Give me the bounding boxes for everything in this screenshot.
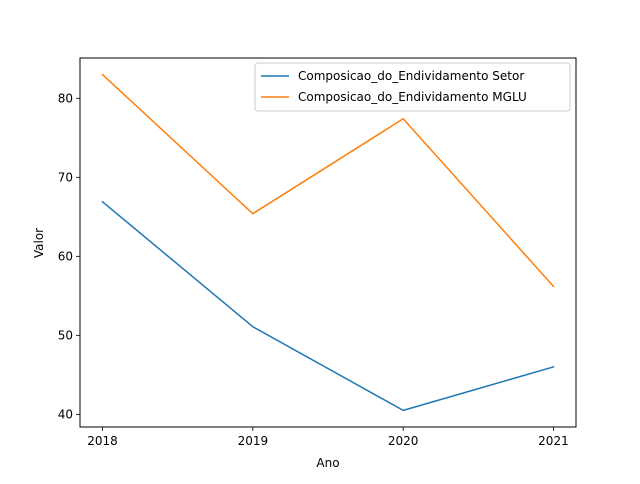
- x-tick-label: 2021: [538, 434, 569, 448]
- y-tick-label: 70: [58, 170, 73, 184]
- y-tick-label: 40: [58, 407, 73, 421]
- legend: Composicao_do_Endividamento Setor Composi…: [254, 62, 571, 112]
- y-tick-label: 60: [58, 249, 73, 263]
- legend-label-1: Composicao_do_Endividamento MGLU: [298, 90, 527, 104]
- x-tick-label: 2019: [238, 434, 269, 448]
- y-axis-label: Valor: [32, 228, 46, 258]
- x-axis: 2018 2019 2020 2021: [87, 427, 569, 448]
- x-tick-label: 2020: [388, 434, 419, 448]
- series-layer: [101, 73, 555, 412]
- series-line-0: [101, 200, 555, 412]
- series-line-1: [101, 73, 555, 288]
- x-tick-label: 2018: [87, 434, 118, 448]
- y-axis: 40 50 60 70 80: [58, 91, 80, 421]
- legend-box: [254, 62, 571, 112]
- x-axis-label: Ano: [316, 456, 339, 470]
- plot-frame: [79, 57, 577, 428]
- legend-label-0: Composicao_do_Endividamento Setor: [298, 69, 524, 83]
- y-tick-label: 50: [58, 328, 73, 342]
- y-tick-label: 80: [58, 91, 73, 105]
